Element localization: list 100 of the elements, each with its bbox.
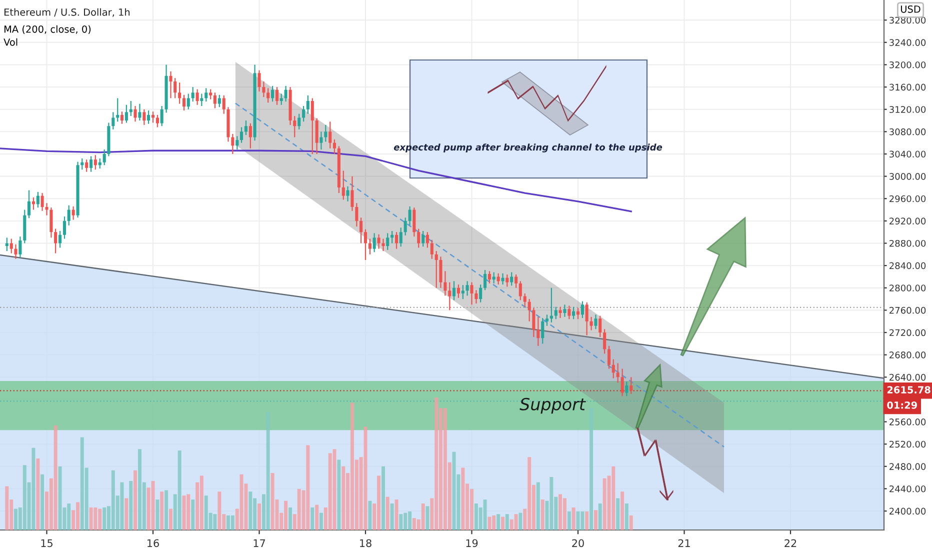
bar bbox=[567, 511, 571, 530]
candlestick bbox=[426, 232, 429, 248]
y-tick-label: 2760.00 bbox=[890, 306, 926, 314]
bar bbox=[562, 498, 566, 530]
candlestick bbox=[506, 274, 509, 288]
bar bbox=[120, 482, 124, 530]
bar bbox=[594, 510, 598, 530]
candlestick bbox=[27, 190, 31, 219]
bar bbox=[629, 515, 633, 530]
y-tick-label: 3200.00 bbox=[890, 61, 926, 68]
candlestick bbox=[160, 105, 164, 127]
candlestick bbox=[142, 108, 146, 126]
candlestick bbox=[315, 118, 318, 155]
bar bbox=[266, 412, 270, 530]
candlestick bbox=[271, 85, 274, 102]
text: 01:29 bbox=[887, 401, 917, 409]
candlestick bbox=[620, 368, 624, 397]
candlestick bbox=[72, 206, 75, 220]
bar bbox=[36, 458, 40, 530]
candlestick bbox=[364, 228, 368, 261]
candlestick bbox=[417, 228, 420, 248]
candlestick bbox=[603, 328, 606, 354]
bar bbox=[536, 482, 540, 530]
bar bbox=[616, 498, 620, 530]
bar bbox=[258, 504, 261, 530]
bar bbox=[230, 515, 234, 530]
candlestick bbox=[404, 217, 407, 236]
bar bbox=[337, 460, 341, 530]
bar bbox=[94, 507, 98, 530]
bar bbox=[134, 470, 137, 530]
candlestick bbox=[594, 314, 598, 330]
y-tick-label: 2440.00 bbox=[890, 485, 926, 492]
bar bbox=[178, 450, 182, 530]
bar bbox=[399, 514, 403, 530]
bar bbox=[102, 507, 106, 530]
bar bbox=[394, 500, 398, 530]
candlestick bbox=[14, 244, 18, 260]
annotation: Vol bbox=[4, 38, 18, 46]
candlestick bbox=[439, 256, 442, 288]
candlestick bbox=[590, 316, 593, 331]
candlestick bbox=[434, 250, 438, 288]
text: Ethereum / U.S. Dollar, 1h bbox=[4, 8, 130, 17]
candlestick bbox=[479, 284, 482, 303]
candlestick bbox=[18, 236, 22, 258]
candlestick bbox=[422, 230, 425, 248]
candlestick bbox=[5, 237, 8, 252]
bar bbox=[501, 516, 505, 530]
candlestick bbox=[258, 70, 261, 92]
bar bbox=[386, 496, 390, 530]
candlestick bbox=[528, 298, 531, 322]
bar bbox=[624, 504, 628, 530]
bar bbox=[505, 514, 509, 530]
y-tick-label: 3240.00 bbox=[890, 39, 926, 46]
bar bbox=[496, 514, 500, 530]
y-tick-label: 3040.00 bbox=[890, 150, 926, 158]
candlestick bbox=[45, 202, 48, 216]
candlestick bbox=[280, 93, 283, 106]
bar bbox=[306, 445, 310, 530]
bar bbox=[620, 492, 624, 530]
candlestick bbox=[616, 362, 620, 384]
candlestick bbox=[545, 314, 548, 326]
bar bbox=[368, 500, 372, 530]
candlestick bbox=[200, 93, 204, 107]
y-tick-label: 2880.00 bbox=[890, 240, 926, 247]
candlestick bbox=[580, 300, 584, 319]
bar bbox=[590, 408, 594, 530]
bar bbox=[124, 498, 128, 530]
candlestick bbox=[191, 86, 194, 102]
bar bbox=[585, 511, 589, 530]
candlestick bbox=[266, 88, 270, 104]
y-tick-label: 2640.00 bbox=[890, 374, 926, 381]
candlestick bbox=[112, 112, 115, 130]
y-tick-label: 2680.00 bbox=[890, 352, 926, 358]
bar bbox=[572, 507, 576, 530]
y-tick-label: 3120.00 bbox=[890, 106, 926, 113]
bar bbox=[514, 514, 518, 530]
candlestick bbox=[514, 274, 518, 288]
candlestick bbox=[236, 136, 239, 150]
bar bbox=[426, 506, 430, 530]
bar bbox=[213, 514, 217, 530]
candlestick bbox=[395, 232, 398, 250]
candlestick bbox=[298, 113, 301, 130]
candlestick bbox=[138, 103, 142, 122]
y-tick-label: 2840.00 bbox=[890, 262, 926, 270]
bar bbox=[342, 466, 346, 530]
bar bbox=[248, 492, 252, 530]
candlestick bbox=[332, 138, 336, 155]
candlestick bbox=[568, 305, 571, 320]
bar bbox=[518, 512, 522, 530]
bar bbox=[319, 512, 323, 530]
candlestick bbox=[36, 191, 40, 208]
candlestick bbox=[62, 216, 66, 240]
candlestick bbox=[50, 206, 53, 238]
text: USD bbox=[900, 5, 920, 13]
bar bbox=[191, 500, 195, 530]
candlestick bbox=[536, 316, 540, 346]
y-tick-label: 2720.00 bbox=[890, 329, 926, 336]
x-tick-label: 20 bbox=[572, 539, 584, 548]
candlestick bbox=[474, 290, 478, 304]
candlestick bbox=[541, 317, 544, 344]
